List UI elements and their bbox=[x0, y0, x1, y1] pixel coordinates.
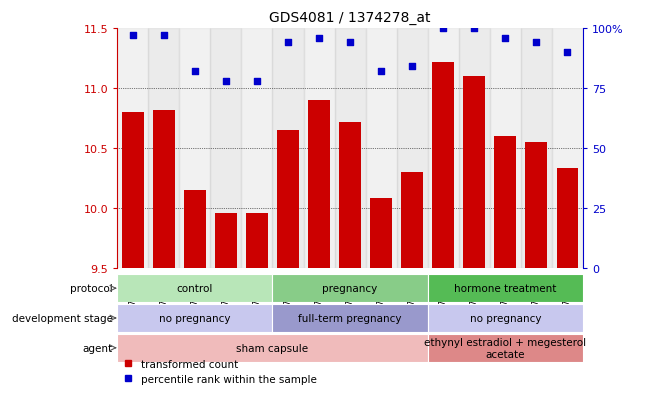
Bar bbox=[397, 29, 427, 268]
Point bbox=[562, 50, 573, 56]
Bar bbox=[117, 29, 148, 268]
Bar bbox=[241, 29, 273, 268]
Point bbox=[438, 26, 449, 32]
Bar bbox=[277, 131, 299, 268]
Bar bbox=[273, 29, 304, 268]
Text: development stage: development stage bbox=[11, 313, 113, 323]
Bar bbox=[525, 142, 547, 268]
Bar bbox=[148, 29, 180, 268]
Bar bbox=[334, 29, 366, 268]
Bar bbox=[117, 304, 273, 332]
Point bbox=[190, 69, 200, 75]
Bar bbox=[273, 304, 427, 332]
Text: sham capsule: sham capsule bbox=[237, 343, 308, 353]
Bar bbox=[184, 190, 206, 268]
Bar bbox=[432, 62, 454, 268]
Point bbox=[345, 40, 356, 47]
Text: no pregnancy: no pregnancy bbox=[159, 313, 230, 323]
Bar bbox=[273, 275, 427, 302]
Text: no pregnancy: no pregnancy bbox=[470, 313, 541, 323]
Text: ethynyl estradiol + megesterol
acetate: ethynyl estradiol + megesterol acetate bbox=[424, 337, 586, 359]
Bar bbox=[215, 214, 237, 268]
Bar bbox=[521, 29, 552, 268]
Point bbox=[283, 40, 293, 47]
Bar bbox=[552, 29, 583, 268]
Legend: transformed count, percentile rank within the sample: transformed count, percentile rank withi… bbox=[123, 359, 317, 384]
Bar bbox=[427, 275, 583, 302]
Bar bbox=[117, 275, 273, 302]
Bar bbox=[153, 110, 175, 268]
Title: GDS4081 / 1374278_at: GDS4081 / 1374278_at bbox=[269, 11, 431, 25]
Point bbox=[376, 69, 387, 75]
Bar bbox=[180, 29, 210, 268]
Point bbox=[500, 35, 511, 42]
Bar bbox=[122, 113, 143, 268]
Point bbox=[314, 35, 324, 42]
Bar bbox=[464, 77, 485, 268]
Point bbox=[127, 33, 138, 39]
Bar bbox=[427, 334, 583, 362]
Bar bbox=[494, 137, 516, 268]
Bar bbox=[246, 214, 268, 268]
Point bbox=[252, 78, 263, 85]
Bar bbox=[401, 173, 423, 268]
Bar bbox=[339, 122, 361, 268]
Bar bbox=[427, 304, 583, 332]
Bar bbox=[371, 199, 392, 268]
Text: hormone treatment: hormone treatment bbox=[454, 283, 557, 294]
Bar bbox=[490, 29, 521, 268]
Text: full-term pregnancy: full-term pregnancy bbox=[298, 313, 402, 323]
Bar bbox=[308, 101, 330, 268]
Bar bbox=[210, 29, 241, 268]
Point bbox=[531, 40, 542, 47]
Bar bbox=[427, 29, 459, 268]
Bar bbox=[117, 334, 427, 362]
Bar bbox=[557, 169, 578, 268]
Point bbox=[407, 64, 417, 71]
Bar bbox=[304, 29, 334, 268]
Bar bbox=[459, 29, 490, 268]
Bar bbox=[366, 29, 397, 268]
Point bbox=[469, 26, 480, 32]
Text: protocol: protocol bbox=[70, 283, 113, 294]
Point bbox=[220, 78, 231, 85]
Point bbox=[158, 33, 169, 39]
Text: pregnancy: pregnancy bbox=[322, 283, 378, 294]
Text: agent: agent bbox=[82, 343, 113, 353]
Text: control: control bbox=[177, 283, 213, 294]
